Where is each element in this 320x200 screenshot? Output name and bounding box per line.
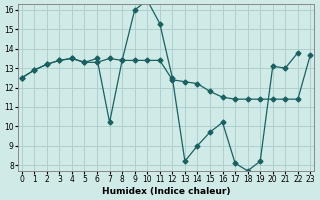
X-axis label: Humidex (Indice chaleur): Humidex (Indice chaleur) — [102, 187, 230, 196]
